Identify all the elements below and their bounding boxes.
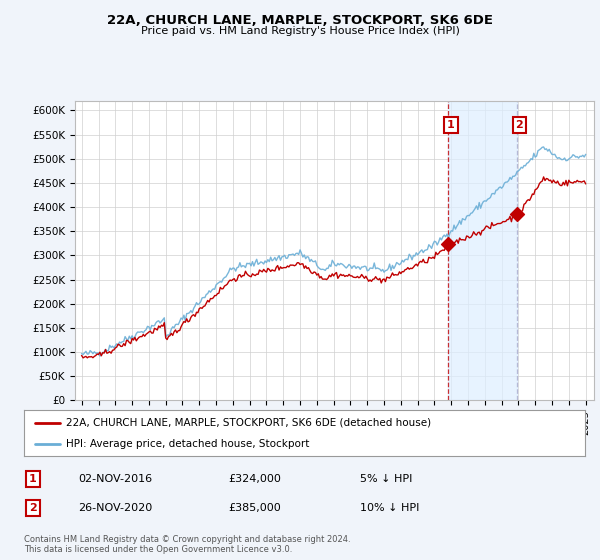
Text: 02-NOV-2016: 02-NOV-2016 xyxy=(78,474,152,484)
Text: HPI: Average price, detached house, Stockport: HPI: Average price, detached house, Stoc… xyxy=(66,439,310,449)
Text: 22A, CHURCH LANE, MARPLE, STOCKPORT, SK6 6DE: 22A, CHURCH LANE, MARPLE, STOCKPORT, SK6… xyxy=(107,14,493,27)
Text: 22A, CHURCH LANE, MARPLE, STOCKPORT, SK6 6DE (detached house): 22A, CHURCH LANE, MARPLE, STOCKPORT, SK6… xyxy=(66,418,431,428)
Text: Price paid vs. HM Land Registry's House Price Index (HPI): Price paid vs. HM Land Registry's House … xyxy=(140,26,460,36)
Text: 26-NOV-2020: 26-NOV-2020 xyxy=(78,503,152,513)
Text: £324,000: £324,000 xyxy=(228,474,281,484)
Text: 1: 1 xyxy=(447,120,455,130)
Text: 2: 2 xyxy=(29,503,37,513)
Text: Contains HM Land Registry data © Crown copyright and database right 2024.
This d: Contains HM Land Registry data © Crown c… xyxy=(24,535,350,554)
Point xyxy=(512,210,521,219)
Text: 2: 2 xyxy=(515,120,523,130)
Bar xyxy=(448,101,517,400)
Text: £385,000: £385,000 xyxy=(228,503,281,513)
Point xyxy=(443,239,453,248)
Text: 10% ↓ HPI: 10% ↓ HPI xyxy=(360,503,419,513)
Text: 1: 1 xyxy=(29,474,37,484)
Text: 5% ↓ HPI: 5% ↓ HPI xyxy=(360,474,412,484)
